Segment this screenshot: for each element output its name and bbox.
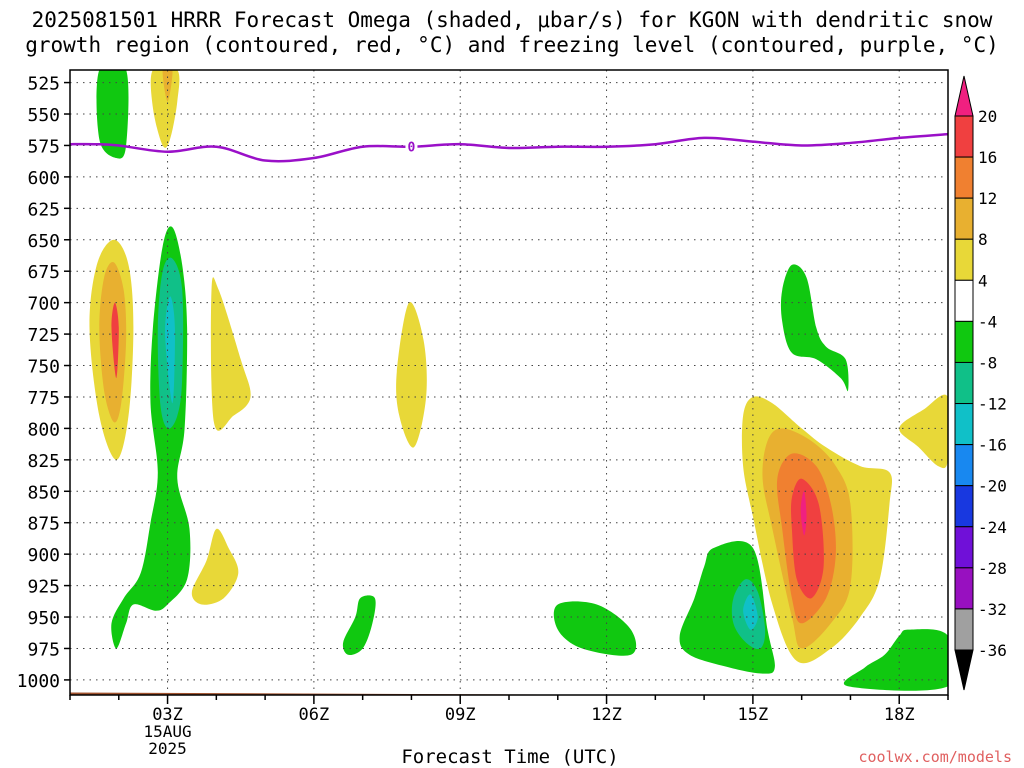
colorbar-label-4: 4 <box>978 271 988 290</box>
freezing-label-bg <box>405 138 418 154</box>
chart-title-line-1: 2025081501 HRRR Forecast Omega (shaded, … <box>31 8 993 32</box>
y-tick-label-525: 525 <box>27 74 60 95</box>
omega-region-24 <box>843 629 948 691</box>
x-axis-label: Forecast Time (UTC) <box>401 746 619 768</box>
x-tick-label-03Z: 03Z <box>152 705 183 725</box>
x-tick-label-18Z: 18Z <box>884 705 915 725</box>
y-tick-label-900: 900 <box>27 545 60 566</box>
y-tick-label-950: 950 <box>27 608 60 629</box>
colorbar-swatch-6 <box>954 320 974 363</box>
colorbar-label-1: 16 <box>978 148 997 167</box>
colorbar-swatch-5 <box>954 279 974 322</box>
y-tick-label-825: 825 <box>27 451 60 472</box>
colorbar-swatch-7 <box>954 361 974 405</box>
y-tick-label-575: 575 <box>27 136 60 157</box>
omega-shading-layer <box>89 70 948 691</box>
omega-region-10 <box>191 528 239 605</box>
y-tick-label-925: 925 <box>27 577 60 598</box>
omega-region-12 <box>342 595 376 656</box>
y-tick-label-975: 975 <box>27 639 60 660</box>
omega-region-1 <box>150 70 180 148</box>
colorbar-label-8: -16 <box>978 436 1007 455</box>
chart-title-line-2: growth region (contoured, red, °C) and f… <box>25 33 999 57</box>
x-tick-sublabel-0: 15AUG <box>143 722 191 741</box>
y-tick-label-625: 625 <box>27 199 60 220</box>
colorbar-swatch-12 <box>954 567 974 610</box>
x-tick-label-06Z: 06Z <box>299 705 330 725</box>
omega-region-11 <box>396 301 427 448</box>
y-tick-label-550: 550 <box>27 105 60 126</box>
omega-region-8 <box>165 296 175 404</box>
credit-link[interactable]: coolwx.com/models <box>858 748 1012 766</box>
y-tick-label-675: 675 <box>27 262 60 283</box>
x-tick-label-09Z: 09Z <box>445 705 476 725</box>
colorbar-label-7: -12 <box>978 395 1007 414</box>
colorbar-label-3: 8 <box>978 230 988 249</box>
y-tick-label-875: 875 <box>27 514 60 535</box>
colorbar-label-10: -24 <box>978 518 1007 537</box>
colorbar-arrow-top <box>954 75 974 117</box>
colorbar-label-13: -36 <box>978 641 1007 660</box>
colorbar-label-2: 12 <box>978 189 997 208</box>
colorbar-swatch-13 <box>954 608 974 651</box>
omega-region-21 <box>800 491 807 536</box>
colorbar-label-0: 20 <box>978 107 997 126</box>
y-tick-label-1000: 1000 <box>17 671 60 692</box>
y-tick-label-850: 850 <box>27 482 60 503</box>
x-tick-label-12Z: 12Z <box>591 705 622 725</box>
omega-region-5 <box>111 302 119 379</box>
colorbar: 20 16 12 8 4 -4 -8 -12 -16 -20 -24 -28 -32 -36 <box>954 75 1007 691</box>
y-tick-label-775: 775 <box>27 388 60 409</box>
freezing-level-layer: 0 <box>70 132 948 163</box>
y-tick-label-800: 800 <box>27 419 60 440</box>
colorbar-swatch-11 <box>954 526 974 569</box>
omega-region-20 <box>790 478 824 599</box>
colorbar-swatch-3 <box>954 197 974 240</box>
colorbar-label-12: -32 <box>978 600 1007 619</box>
omega-region-2 <box>162 70 173 102</box>
freezing-level-line <box>70 132 948 163</box>
colorbar-swatch-4 <box>954 238 974 281</box>
colorbar-label-5: -4 <box>978 312 997 331</box>
omega-region-23 <box>899 394 948 469</box>
colorbar-swatch-1 <box>954 115 974 158</box>
y-tick-label-600: 600 <box>27 168 60 189</box>
colorbar-swatch-9 <box>954 444 974 487</box>
y-tick-label-750: 750 <box>27 357 60 378</box>
y-tick-label-700: 700 <box>27 294 60 315</box>
colorbar-label-11: -28 <box>978 559 1007 578</box>
grid-layer <box>70 70 948 695</box>
omega-region-9 <box>210 277 251 431</box>
colorbar-label-6: -8 <box>978 353 997 372</box>
colorbar-arrow-bottom <box>954 649 974 691</box>
colorbar-swatch-8 <box>954 403 974 446</box>
colorbar-swatch-10 <box>954 485 974 528</box>
y-tick-label-725: 725 <box>27 325 60 346</box>
colorbar-swatch-2 <box>954 156 974 199</box>
omega-region-13 <box>553 601 637 656</box>
omega-region-22 <box>780 264 849 392</box>
omega-region-0 <box>96 70 129 159</box>
y-tick-label-650: 650 <box>27 231 60 252</box>
freezing-level-label: 0 <box>408 141 416 156</box>
omega-region-16 <box>743 594 758 630</box>
y-axis: 525 550 575 600 625 650 675 700 725 750 775 800 825 8… <box>17 74 70 692</box>
x-tick-label-15Z: 15Z <box>738 705 769 725</box>
x-tick-sublabel-1: 2025 <box>148 739 187 758</box>
colorbar-label-9: -20 <box>978 477 1007 496</box>
